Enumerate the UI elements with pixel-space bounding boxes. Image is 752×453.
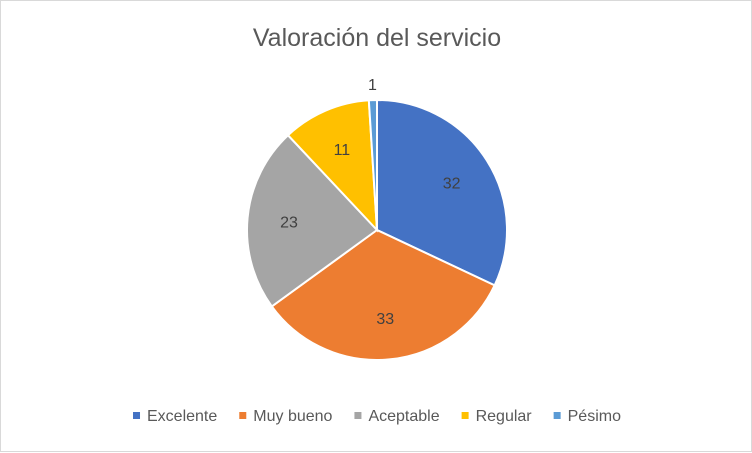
legend-marker bbox=[239, 412, 247, 419]
data-label-pésimo: 1 bbox=[368, 77, 377, 94]
legend-item-aceptable: Aceptable bbox=[354, 408, 440, 425]
pie-slice-aceptable bbox=[246, 133, 379, 308]
legend-item-pésimo: Pésimo bbox=[553, 408, 621, 425]
data-label-aceptable: 23 bbox=[280, 215, 298, 232]
legend-label: Aceptable bbox=[368, 408, 439, 425]
pie-slices bbox=[246, 98, 508, 361]
legend-label: Regular bbox=[476, 408, 533, 425]
pie-slice-excelente bbox=[376, 98, 508, 287]
pie-slice-regular bbox=[286, 99, 379, 233]
legend-marker bbox=[133, 412, 141, 419]
legend-label: Muy bueno bbox=[253, 408, 332, 425]
data-label-excelente: 32 bbox=[443, 176, 461, 193]
legend-item-regular: Regular bbox=[461, 408, 533, 425]
data-label-muy-bueno: 33 bbox=[376, 311, 394, 328]
legend-marker bbox=[461, 412, 469, 419]
legend-item-muy-bueno: Muy bueno bbox=[239, 408, 333, 425]
legend-label: Excelente bbox=[147, 408, 217, 425]
chart-title: Valoración del servicio bbox=[253, 24, 501, 52]
legend-label: Pésimo bbox=[568, 408, 621, 425]
legend-marker bbox=[354, 412, 362, 419]
pie-slice-muy-bueno bbox=[270, 228, 496, 361]
legend: Excelente Muy bueno Aceptable Regular Pésimo bbox=[133, 408, 621, 425]
legend-marker bbox=[553, 412, 561, 419]
data-label-regular: 11 bbox=[334, 142, 351, 159]
pie-slice-pésimo bbox=[367, 98, 378, 231]
legend-item-excelente: Excelente bbox=[133, 408, 217, 425]
